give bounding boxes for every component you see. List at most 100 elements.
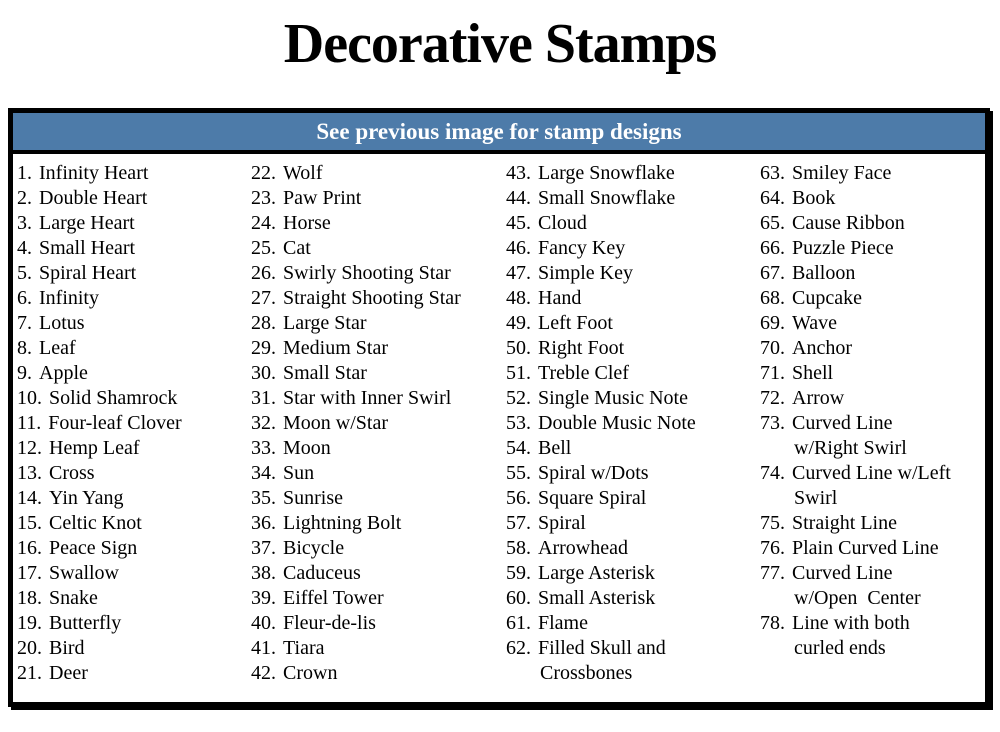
item-label: Moon <box>283 437 331 459</box>
item-label: Spiral w/Dots <box>538 462 649 484</box>
item-number: 6. <box>17 287 32 309</box>
item-label: Square Spiral <box>538 487 647 509</box>
list-item: 68. Cupcake <box>760 286 980 311</box>
item-label: Eiffel Tower <box>283 587 384 609</box>
item-label: Tiara <box>283 637 325 659</box>
item-number: 10. <box>17 387 42 409</box>
banner-text: See previous image for stamp designs <box>316 118 682 144</box>
item-label: Peace Sign <box>49 537 138 559</box>
item-label: Lotus <box>39 312 85 334</box>
item-number: 47. <box>506 262 531 284</box>
stamp-column: 43. Large Snowflake 44. Small Snowflake 45. C… <box>506 161 760 686</box>
item-number: 5. <box>17 262 32 284</box>
item-label: Single Music Note <box>538 387 688 409</box>
item-label: Curved Line w/Left Swirl <box>792 462 951 509</box>
item-label: Medium Star <box>283 337 388 359</box>
item-label: Arrow <box>792 387 845 409</box>
list-item: 52. Single Music Note <box>506 386 760 411</box>
item-number: 21. <box>17 662 42 684</box>
item-number: 7. <box>17 312 32 334</box>
item-number: 65. <box>760 212 785 234</box>
list-item: 27. Straight Shooting Star <box>251 286 506 311</box>
item-label: Infinity Heart <box>39 162 149 184</box>
list-item: 38. Caduceus <box>251 561 506 586</box>
list-item: 41. Tiara <box>251 636 506 661</box>
list-item: 28. Large Star <box>251 311 506 336</box>
list-item: 74. Curved Line w/Left Swirl <box>760 461 980 511</box>
item-label: Spiral <box>538 512 586 534</box>
list-item: 67. Balloon <box>760 261 980 286</box>
item-label: Left Foot <box>538 312 613 334</box>
stamp-list-frame: See previous image for stamp designs 1. I… <box>8 108 990 707</box>
list-item: 6. Infinity <box>17 286 251 311</box>
item-number: 72. <box>760 387 785 409</box>
list-item: 58. Arrowhead <box>506 536 760 561</box>
item-number: 17. <box>17 562 42 584</box>
list-item: 12. Hemp Leaf <box>17 436 251 461</box>
list-item: 23. Paw Print <box>251 186 506 211</box>
item-label: Sun <box>283 462 315 484</box>
item-label: Large Asterisk <box>538 562 655 584</box>
item-label: Solid Shamrock <box>49 387 178 409</box>
item-number: 67. <box>760 262 785 284</box>
list-item: 69. Wave <box>760 311 980 336</box>
item-number: 33. <box>251 437 276 459</box>
item-number: 22. <box>251 162 276 184</box>
item-number: 16. <box>17 537 42 559</box>
list-item: 36. Lightning Bolt <box>251 511 506 536</box>
item-number: 58. <box>506 537 531 559</box>
item-label: Spiral Heart <box>39 262 137 284</box>
item-label: Cloud <box>538 212 587 234</box>
item-label: Smiley Face <box>792 162 892 184</box>
item-number: 64. <box>760 187 785 209</box>
item-number: 40. <box>251 612 276 634</box>
banner: See previous image for stamp designs <box>13 113 985 154</box>
item-number: 70. <box>760 337 785 359</box>
item-label: Straight Shooting Star <box>283 287 461 309</box>
list-item: 10. Solid Shamrock <box>17 386 251 411</box>
list-item: 26. Swirly Shooting Star <box>251 261 506 286</box>
item-number: 12. <box>17 437 42 459</box>
item-number: 56. <box>506 487 531 509</box>
item-number: 15. <box>17 512 42 534</box>
item-label: Deer <box>49 662 88 684</box>
item-number: 3. <box>17 212 32 234</box>
item-label: Small Asterisk <box>538 587 656 609</box>
item-number: 13. <box>17 462 42 484</box>
item-number: 27. <box>251 287 276 309</box>
item-number: 55. <box>506 462 531 484</box>
page-title: Decorative Stamps <box>283 13 717 75</box>
item-number: 42. <box>251 662 276 684</box>
item-label: Sunrise <box>283 487 343 509</box>
item-number: 30. <box>251 362 276 384</box>
item-label: Small Star <box>283 362 367 384</box>
item-number: 73. <box>760 412 785 434</box>
item-label: Double Music Note <box>538 412 696 434</box>
item-number: 32. <box>251 412 276 434</box>
list-item: 15. Celtic Knot <box>17 511 251 536</box>
item-label: Right Foot <box>538 337 625 359</box>
list-item: 77. Curved Line w/Open Center <box>760 561 980 611</box>
item-number: 35. <box>251 487 276 509</box>
list-item: 4. Small Heart <box>17 236 251 261</box>
list-item: 45. Cloud <box>506 211 760 236</box>
item-number: 43. <box>506 162 531 184</box>
list-item: 18. Snake <box>17 586 251 611</box>
list-item: 65. Cause Ribbon <box>760 211 980 236</box>
list-item: 54. Bell <box>506 436 760 461</box>
list-item: 8. Leaf <box>17 336 251 361</box>
list-item: 61. Flame <box>506 611 760 636</box>
list-item: 78. Line with both curled ends <box>760 611 980 661</box>
item-number: 49. <box>506 312 531 334</box>
list-item: 7. Lotus <box>17 311 251 336</box>
list-item: 49. Left Foot <box>506 311 760 336</box>
item-label: Line with both curled ends <box>792 612 910 659</box>
list-item: 22. Wolf <box>251 161 506 186</box>
item-label: Large Star <box>283 312 367 334</box>
item-number: 75. <box>760 512 785 534</box>
list-item: 9. Apple <box>17 361 251 386</box>
list-item: 76. Plain Curved Line <box>760 536 980 561</box>
list-item: 3. Large Heart <box>17 211 251 236</box>
item-label: Shell <box>792 362 834 384</box>
item-number: 26. <box>251 262 276 284</box>
